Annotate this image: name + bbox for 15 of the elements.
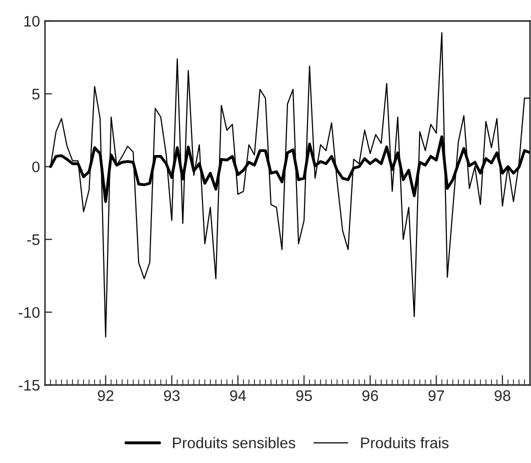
y-tick-label: 0 xyxy=(32,161,40,172)
y-tick-label: 10 xyxy=(24,16,40,27)
x-tick-label: 94 xyxy=(230,390,246,402)
x-tick-label: 96 xyxy=(362,390,378,402)
y-tick-label: -10 xyxy=(18,307,40,318)
y-tick-label: 5 xyxy=(32,88,40,100)
y-tick-label: -15 xyxy=(18,380,40,391)
x-tick-label: 92 xyxy=(98,390,114,402)
x-tick-label: 97 xyxy=(428,390,444,402)
x-tick-label: 98 xyxy=(494,390,510,402)
legend-label: Produits sensibles xyxy=(173,437,296,448)
legend-label: Produits frais xyxy=(361,437,449,448)
x-tick-label: 93 xyxy=(164,390,180,402)
y-tick-label: -5 xyxy=(27,234,40,246)
x-tick-label: 95 xyxy=(296,390,312,402)
